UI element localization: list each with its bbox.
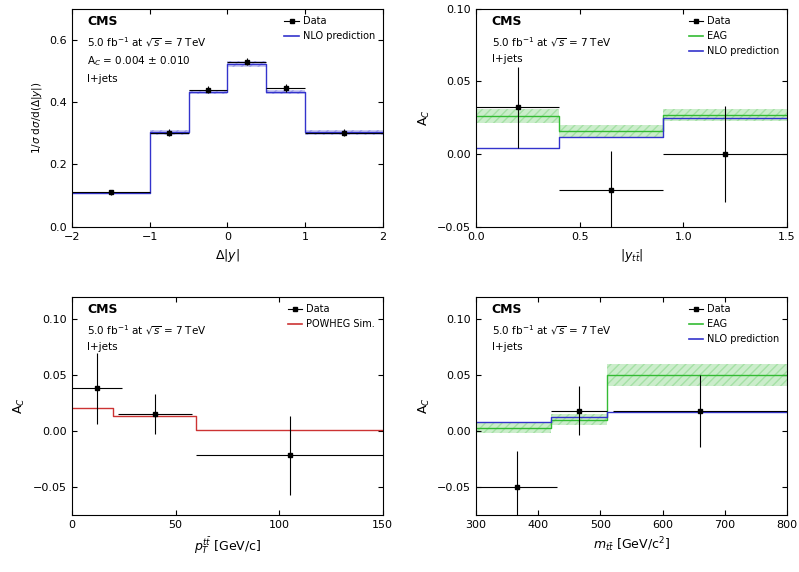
Text: 5.0 fb$^{-1}$ at $\sqrt{s}$ = 7 TeV: 5.0 fb$^{-1}$ at $\sqrt{s}$ = 7 TeV [87, 323, 207, 336]
Y-axis label: A$_C$: A$_C$ [416, 109, 431, 126]
Text: 5.0 fb$^{-1}$ at $\sqrt{s}$ = 7 TeV: 5.0 fb$^{-1}$ at $\sqrt{s}$ = 7 TeV [491, 35, 611, 49]
Legend: Data, POWHEG Sim.: Data, POWHEG Sim. [285, 301, 378, 332]
X-axis label: $|y_{t\bar{t}}|$: $|y_{t\bar{t}}|$ [620, 247, 643, 264]
Legend: Data, NLO prediction: Data, NLO prediction [281, 13, 378, 44]
X-axis label: $\Delta|y|$: $\Delta|y|$ [215, 247, 240, 264]
Legend: Data, EAG, NLO prediction: Data, EAG, NLO prediction [686, 301, 782, 347]
Text: CMS: CMS [87, 15, 118, 28]
Text: 5.0 fb$^{-1}$ at $\sqrt{s}$ = 7 TeV: 5.0 fb$^{-1}$ at $\sqrt{s}$ = 7 TeV [87, 35, 207, 49]
X-axis label: $m_{t\bar{t}}$ [GeV/c$^2$]: $m_{t\bar{t}}$ [GeV/c$^2$] [593, 535, 670, 554]
Legend: Data, EAG, NLO prediction: Data, EAG, NLO prediction [686, 13, 782, 59]
Y-axis label: 1/$\sigma$ d$\sigma$/d($\Delta|y|$): 1/$\sigma$ d$\sigma$/d($\Delta|y|$) [30, 81, 44, 154]
Y-axis label: A$_C$: A$_C$ [13, 398, 27, 414]
Text: CMS: CMS [87, 303, 118, 316]
Text: 5.0 fb$^{-1}$ at $\sqrt{s}$ = 7 TeV: 5.0 fb$^{-1}$ at $\sqrt{s}$ = 7 TeV [491, 323, 611, 336]
Text: l+jets: l+jets [87, 343, 118, 352]
Text: l+jets: l+jets [491, 54, 523, 65]
Text: CMS: CMS [491, 303, 522, 316]
Text: l+jets: l+jets [491, 343, 523, 352]
Text: A$_C$ = 0.004 ± 0.010: A$_C$ = 0.004 ± 0.010 [87, 54, 191, 68]
X-axis label: $p_T^{t\bar{t}}$ [GeV/c]: $p_T^{t\bar{t}}$ [GeV/c] [193, 535, 261, 556]
Y-axis label: A$_C$: A$_C$ [416, 398, 431, 414]
Text: l+jets: l+jets [87, 74, 118, 84]
Text: CMS: CMS [491, 15, 522, 28]
